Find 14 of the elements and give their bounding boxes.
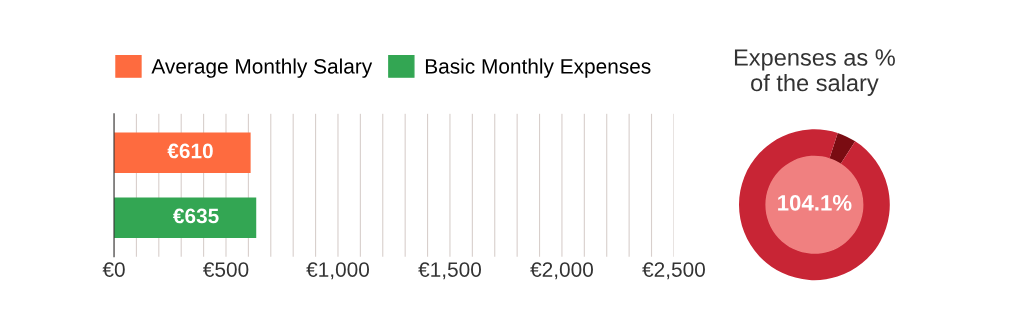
x-tick-label: €1,500: [418, 262, 481, 280]
donut-slice: [739, 129, 890, 281]
donut-slice: [829, 133, 856, 164]
chart-title: Expenses as % of the salary: [734, 49, 895, 96]
x-tick-label: €0: [102, 262, 125, 277]
data-label: €635: [173, 208, 219, 224]
legend-label: Average Monthly Salary: [151, 58, 373, 78]
x-tick-label: €500: [202, 262, 249, 277]
x-tick-label: €1,000: [306, 262, 370, 280]
legend-label: Basic Monthly Expenses: [425, 58, 651, 78]
x-tick-label: €2,000: [530, 262, 593, 280]
x-tick-label: €2,500: [642, 262, 705, 280]
data-label: €610: [167, 143, 213, 159]
text: 104.1%: [778, 194, 852, 211]
